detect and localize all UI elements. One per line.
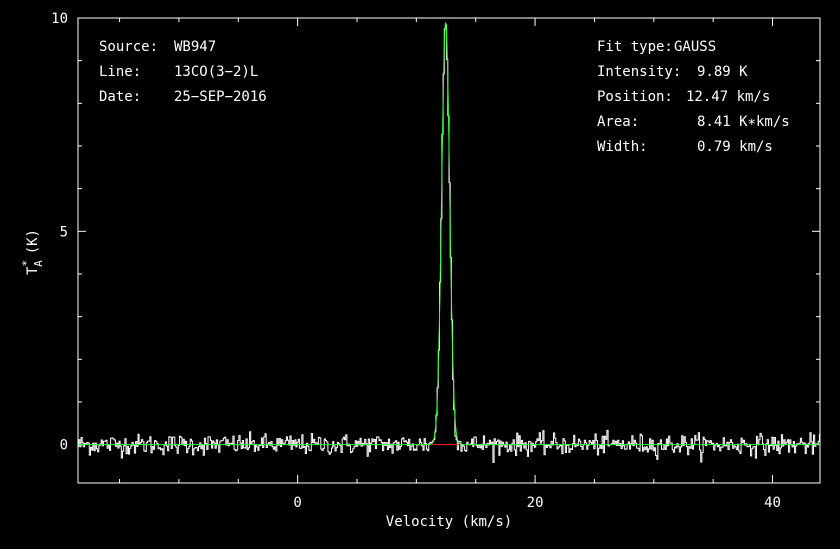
y-axis-label-sup: * [20,260,33,267]
y-axis-label: T*A (K) [20,229,45,275]
axis-ticks [78,17,820,483]
x-axis-label: Velocity (km/s) [386,514,512,530]
date-value: 25−SEP−2016 [174,89,267,105]
y-axis-label-sub: A [32,260,45,267]
intensity-key: Intensity: [597,64,681,80]
source-key: Source: [99,39,158,55]
area-key: Area: [597,114,639,130]
width-value: 0.79 km/s [697,139,773,155]
gaussian-fit-line [78,22,820,446]
y-tick-label: 5 [60,224,68,240]
source-value: WB947 [174,39,216,55]
fit-type-key: Fit type: [597,39,673,55]
plot-frame [77,17,821,484]
svg-text:T*A(K): T*A (K) [20,229,45,275]
x-tick-label: 20 [527,495,544,511]
intensity-value: 9.89 K [697,64,748,80]
line-key: Line: [99,64,141,80]
fit-type-value: GAUSS [674,39,716,55]
line-value: 13CO(3−2)L [174,64,258,80]
series-group [77,22,821,463]
width-key: Width: [597,139,648,155]
y-tick-label: 10 [51,11,68,27]
y-axis-label-symbol: T [25,266,41,275]
y-tick-label: 0 [60,438,68,454]
x-tick-label: 0 [293,495,301,511]
y-axis-label-unit: (K) [25,229,41,254]
position-key: Position: [597,89,673,105]
x-tick-label: 40 [764,495,781,511]
area-value: 8.41 K∗km/s [697,114,790,130]
date-key: Date: [99,89,141,105]
position-value: 12.47 km/s [686,89,770,105]
